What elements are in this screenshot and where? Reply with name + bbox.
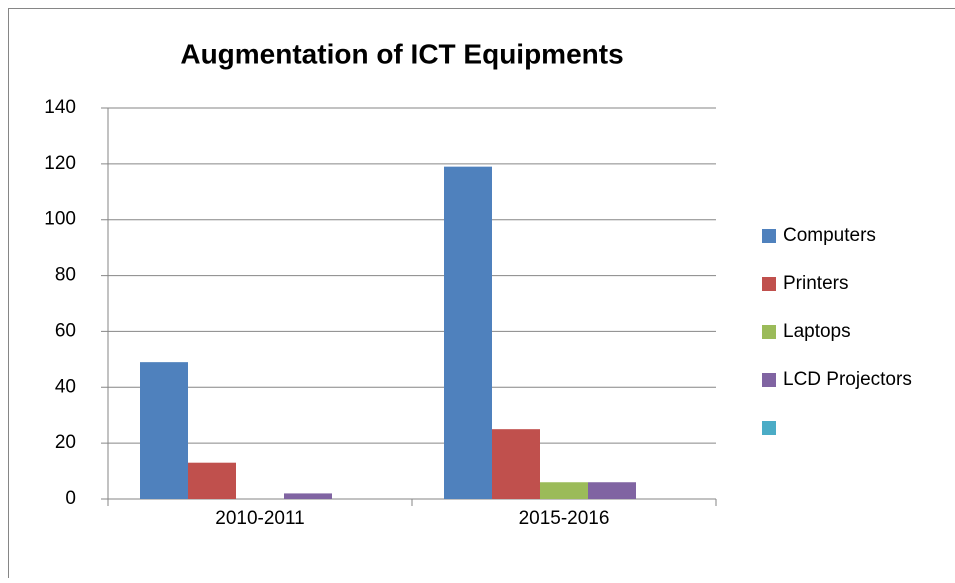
bar — [284, 493, 332, 499]
y-tick-label: 40 — [55, 376, 76, 397]
x-tick-label: 2010-2011 — [215, 508, 304, 529]
bar — [444, 167, 492, 499]
legend-label: LCD Projectors — [783, 369, 912, 390]
legend-swatch — [762, 421, 776, 435]
x-tick-label: 2015-2016 — [519, 508, 610, 529]
legend-label: Computers — [783, 225, 876, 246]
y-tick-label: 140 — [44, 97, 76, 118]
y-tick-label: 80 — [55, 265, 76, 286]
chart-title: Augmentation of ICT Equipments — [180, 38, 623, 69]
legend-swatch — [762, 277, 776, 291]
bar — [492, 429, 540, 499]
bar — [540, 482, 588, 499]
legend-swatch — [762, 325, 776, 339]
bar — [188, 463, 236, 499]
legend-swatch — [762, 229, 776, 243]
bar — [140, 362, 188, 499]
y-tick-label: 60 — [55, 320, 76, 341]
legend-label: Laptops — [783, 321, 851, 342]
y-tick-label: 0 — [65, 488, 76, 509]
bar — [588, 482, 636, 499]
legend-label: Printers — [783, 273, 848, 294]
y-tick-label: 100 — [44, 209, 76, 230]
y-tick-label: 20 — [55, 432, 76, 453]
y-tick-label: 120 — [44, 153, 76, 174]
legend-swatch — [762, 373, 776, 387]
